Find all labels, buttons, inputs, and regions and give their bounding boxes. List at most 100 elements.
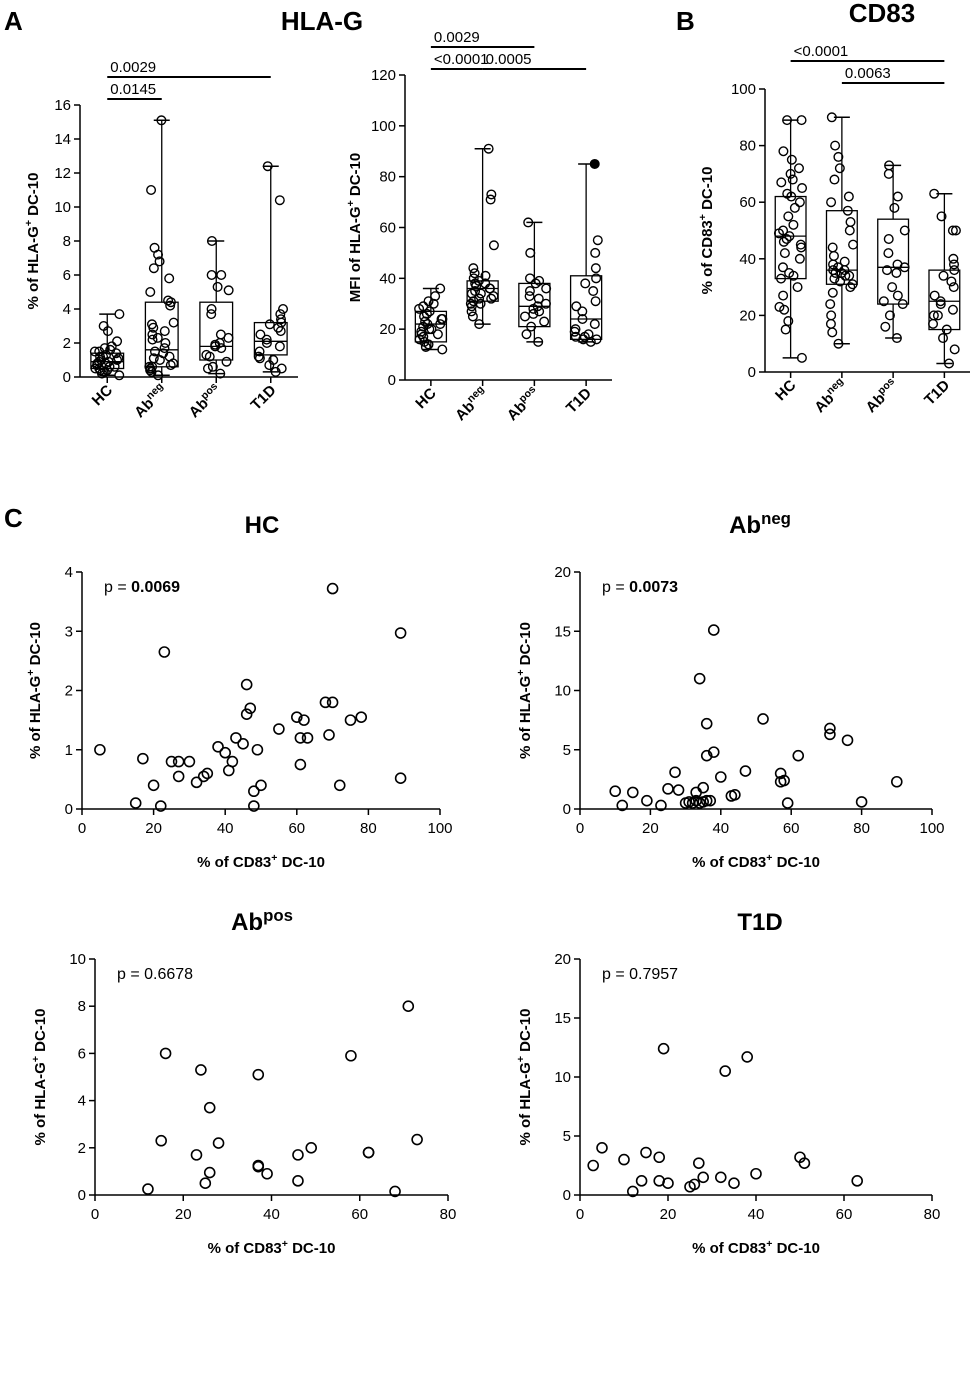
y-tick-label: 8 bbox=[63, 233, 71, 250]
significance-label: 0.0005 bbox=[486, 51, 532, 68]
data-point bbox=[114, 309, 125, 320]
data-point bbox=[418, 331, 429, 342]
x-tick-label: 80 bbox=[440, 1206, 457, 1223]
x-axis-label-part: DC-10 bbox=[288, 1240, 336, 1257]
data-point bbox=[618, 1153, 630, 1166]
data-point bbox=[534, 275, 545, 286]
y-tick-label: 2 bbox=[65, 683, 73, 700]
boxplot-hla-g-percent: 0 2 4 6 8 10 12 14 16 % of HLA-G+ DC-10 HC Abneg Abp… bbox=[23, 59, 298, 421]
data-point bbox=[946, 276, 957, 287]
x-axis-label: % of CD83+ DC-10 bbox=[692, 852, 820, 871]
data-point bbox=[783, 211, 794, 222]
data-point bbox=[147, 334, 158, 345]
category-label: HC bbox=[772, 377, 799, 404]
panel-letter-b: B bbox=[676, 6, 695, 36]
data-point bbox=[588, 286, 599, 297]
y-tick-label: 20 bbox=[554, 951, 571, 968]
data-point bbox=[693, 672, 706, 685]
data-point bbox=[774, 301, 785, 312]
data-point bbox=[672, 784, 685, 796]
y-axis-label-part: % of HLA-G bbox=[517, 676, 534, 759]
data-point bbox=[292, 1149, 304, 1161]
data-point bbox=[274, 195, 285, 206]
y-axis-label-part: % of HLA-G bbox=[32, 1062, 49, 1145]
x-axis-label: % of CD83+ DC-10 bbox=[208, 1238, 336, 1257]
data-point bbox=[437, 344, 448, 355]
data-point bbox=[700, 749, 713, 762]
y-tick-label: 2 bbox=[63, 335, 71, 352]
data-point bbox=[653, 1151, 666, 1164]
data-point bbox=[780, 324, 791, 335]
data-point bbox=[212, 281, 223, 292]
data-point bbox=[692, 1157, 705, 1169]
data-point bbox=[540, 298, 551, 309]
data-point bbox=[226, 755, 239, 768]
chart-title-part: pos bbox=[263, 906, 293, 925]
p-value-prefix: p = bbox=[104, 579, 131, 596]
data-point bbox=[274, 341, 285, 352]
x-tick-label: 20 bbox=[175, 1206, 192, 1223]
y-axis-label-part: DC-10 bbox=[347, 153, 364, 201]
data-point bbox=[520, 311, 531, 322]
data-point bbox=[833, 338, 844, 349]
data-point bbox=[468, 273, 479, 284]
x-tick-label: 60 bbox=[836, 1206, 853, 1223]
y-axis-label: % of HLA-G+ DC-10 bbox=[23, 173, 42, 310]
data-point bbox=[827, 287, 838, 298]
data-point bbox=[570, 331, 581, 342]
data-point bbox=[855, 796, 868, 808]
significance-label: <0.0001 bbox=[794, 43, 849, 60]
y-axis-label-part: DC-10 bbox=[32, 1009, 49, 1057]
data-point bbox=[215, 368, 226, 379]
y-tick-label: 10 bbox=[554, 683, 571, 700]
data-point bbox=[798, 1157, 811, 1169]
data-point bbox=[146, 319, 157, 330]
chart-title: Abpos bbox=[231, 906, 293, 937]
data-point bbox=[158, 348, 169, 359]
y-tick-label: 10 bbox=[54, 199, 71, 216]
data-point bbox=[144, 361, 155, 372]
data-point bbox=[778, 290, 789, 301]
data-point bbox=[843, 191, 854, 202]
data-point bbox=[641, 794, 653, 807]
data-point bbox=[932, 310, 943, 321]
chart-title: Abneg bbox=[729, 509, 791, 540]
data-point bbox=[240, 678, 253, 691]
y-tick-label: 100 bbox=[731, 81, 756, 98]
y-axis-label-part: % of HLA-G bbox=[517, 1062, 534, 1145]
data-point bbox=[394, 772, 407, 784]
data-point bbox=[207, 361, 218, 372]
x-tick-label: 40 bbox=[712, 820, 729, 837]
data-point bbox=[788, 219, 799, 230]
data-point bbox=[928, 318, 939, 329]
data-point bbox=[298, 714, 310, 726]
p-value-prefix: p = bbox=[117, 966, 144, 983]
category-label: Abpos bbox=[861, 375, 902, 416]
data-point bbox=[212, 740, 224, 753]
data-point bbox=[154, 256, 165, 267]
data-point bbox=[261, 1167, 273, 1180]
data-point bbox=[92, 358, 103, 369]
data-point bbox=[466, 306, 477, 317]
data-point bbox=[707, 624, 720, 636]
category-label: T1D bbox=[563, 385, 595, 417]
data-point bbox=[824, 722, 836, 735]
data-point bbox=[402, 1000, 415, 1013]
data-point bbox=[729, 788, 741, 801]
y-axis-label-part: + bbox=[515, 1056, 527, 1062]
data-point bbox=[240, 708, 253, 721]
data-point bbox=[669, 766, 681, 779]
data-point bbox=[891, 333, 902, 344]
category-label: HC bbox=[412, 385, 439, 412]
data-point bbox=[221, 356, 232, 367]
y-axis-label-part: DC-10 bbox=[517, 622, 534, 670]
data-point bbox=[590, 247, 601, 258]
data-point bbox=[944, 358, 955, 369]
x-tick-label: 60 bbox=[288, 820, 305, 837]
y-tick-label: 100 bbox=[371, 118, 396, 135]
data-point bbox=[947, 225, 958, 236]
data-point bbox=[149, 242, 160, 253]
data-point bbox=[486, 189, 497, 200]
